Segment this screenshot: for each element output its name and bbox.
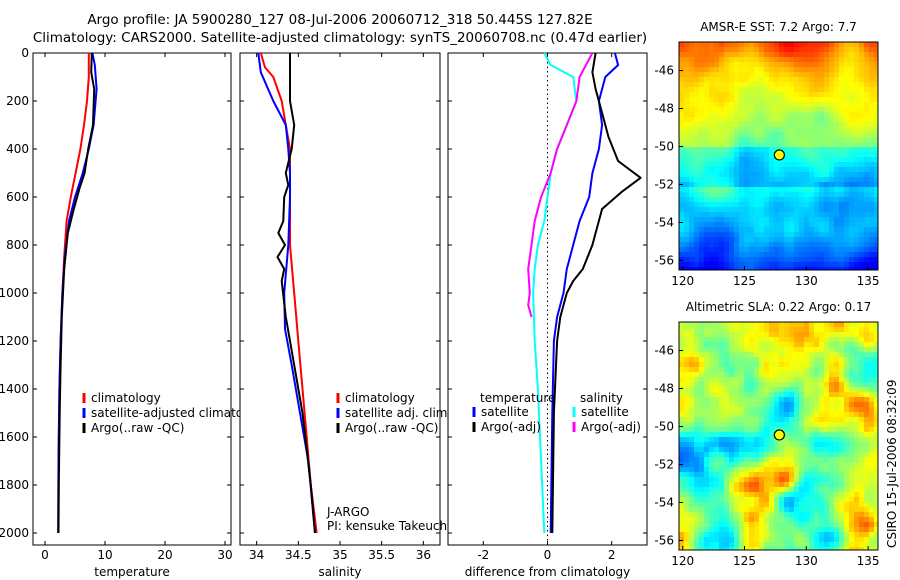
x-tick-label: 125 — [733, 554, 756, 568]
legend-entry: Argo(..raw -QC) — [345, 421, 438, 435]
x-tick-label: 130 — [795, 274, 818, 288]
series-line-temperature-argo-adj- — [551, 52, 642, 534]
y-tick-label: 0 — [21, 46, 29, 60]
plot-frame — [239, 52, 441, 546]
x-tick-label: 130 — [795, 554, 818, 568]
argo-position-marker — [773, 149, 785, 161]
y-tick-label: -50 — [654, 420, 674, 434]
map-title: Altimetric SLA: 0.22 Argo: 0.17 — [686, 300, 871, 314]
series-line-satellite-adj-clim- — [257, 52, 316, 534]
legend-entry: satellite-adjusted climatology — [91, 406, 269, 420]
y-tick-label: -46 — [654, 64, 674, 78]
y-tick-label: 600 — [6, 190, 29, 204]
y-tick-label: -48 — [654, 382, 674, 396]
field-image — [679, 322, 878, 550]
y-tick-label: 800 — [6, 238, 29, 252]
y-tick-label: -46 — [654, 344, 674, 358]
y-tick-label: 2000 — [0, 526, 29, 540]
series-line-salinity-satellite — [532, 52, 578, 534]
x-tick-label: 120 — [671, 554, 694, 568]
x-tick-label: -2 — [477, 548, 489, 562]
series-line-temperature-satellite — [549, 52, 620, 534]
legend-entry: climatology — [345, 391, 415, 405]
y-tick-label: 200 — [6, 94, 29, 108]
map-frame — [678, 41, 879, 271]
x-tick-label: 34 — [249, 548, 264, 562]
y-tick-label: 400 — [6, 142, 29, 156]
y-tick-label: -52 — [654, 458, 674, 472]
x-axis-label: difference from climatology — [465, 565, 631, 579]
x-tick-label: 125 — [733, 274, 756, 288]
argo-position-marker — [773, 429, 785, 441]
x-tick-label: 34.5 — [285, 548, 312, 562]
legend-entry: Argo(-adj) — [581, 420, 641, 434]
map-title: AMSR-E SST: 7.2 Argo: 7.7 — [700, 20, 857, 34]
x-tick-label: 35 — [332, 548, 347, 562]
panel-sla: 120 125 130 135 -46 -48 -50 -52 -54 -56 Altimetric… — [654, 300, 879, 568]
legend-entry: satellite adj. clim. — [345, 406, 451, 420]
y-tick-label: 1600 — [0, 430, 29, 444]
y-tick-label: -48 — [654, 102, 674, 116]
figure-title-line1: Argo profile: JA 5900280_127 08-Jul-2006… — [87, 12, 593, 28]
timestamp-label: CSIRO 15-Jul-2006 08:32:09 — [885, 380, 899, 548]
legend-header-salinity: salinity — [580, 391, 623, 405]
series-line-argo-raw-qc- — [276, 53, 316, 534]
x-tick-label: 0 — [544, 548, 552, 562]
legend-entry: Argo(-adj) — [481, 420, 541, 434]
y-tick-label: -52 — [654, 178, 674, 192]
y-tick-label: 1200 — [0, 334, 29, 348]
plot-frame — [32, 52, 232, 546]
panel-temperature: 0 10 20 30 0 200 400 600 800 1000 1200 1400 1600 1800… — [0, 46, 269, 579]
annotation-float: J-ARGO — [326, 505, 369, 519]
x-tick-label: 0 — [41, 548, 49, 562]
series-line-salinity-argo-adj- — [527, 52, 594, 318]
y-tick-label: -50 — [654, 140, 674, 154]
x-tick-label: 135 — [857, 554, 880, 568]
legend-entry: climatology — [91, 391, 161, 405]
x-tick-label: 135 — [857, 274, 880, 288]
y-tick-label: 1400 — [0, 382, 29, 396]
plot-frame — [447, 52, 648, 546]
x-tick-label: 2 — [608, 548, 616, 562]
x-axis-label: salinity — [318, 565, 361, 579]
legend-entry: satellite — [581, 405, 629, 419]
x-tick-label: 120 — [671, 274, 694, 288]
map-frame — [678, 321, 879, 551]
y-tick-label: -54 — [654, 496, 674, 510]
figure-title-line2: Climatology: CARS2000. Satellite-adjuste… — [32, 30, 648, 46]
x-tick-label: 10 — [97, 548, 112, 562]
panel-salinity: 34 34.5 35 35.5 36 salinity climatologysatelli… — [239, 52, 451, 579]
y-tick-label: -54 — [654, 216, 674, 230]
series-line-argo-raw-qc- — [57, 52, 96, 534]
y-tick-label: -56 — [654, 534, 674, 548]
field-image — [679, 42, 878, 270]
x-tick-label: 20 — [157, 548, 172, 562]
x-tick-label: 36 — [416, 548, 431, 562]
y-tick-label: 1800 — [0, 478, 29, 492]
x-axis-label: temperature — [94, 565, 169, 579]
panel-sst: 120 125 130 135 -46 -48 -50 -52 -54 -56 AMSR-E SST… — [654, 20, 879, 288]
y-tick-label: 1000 — [0, 286, 29, 300]
annotation-pi: PI: kensuke Takeuchi — [327, 519, 450, 533]
legend-entry: satellite — [481, 405, 529, 419]
x-tick-label: 35.5 — [368, 548, 395, 562]
y-tick-label: -56 — [654, 254, 674, 268]
x-tick-label: 30 — [217, 548, 232, 562]
legend-header-temperature: temperature — [480, 391, 555, 405]
panel-difference: -2 0 2 difference from climatology temperatu… — [447, 52, 648, 579]
legend-entry: Argo(..raw -QC) — [91, 421, 184, 435]
